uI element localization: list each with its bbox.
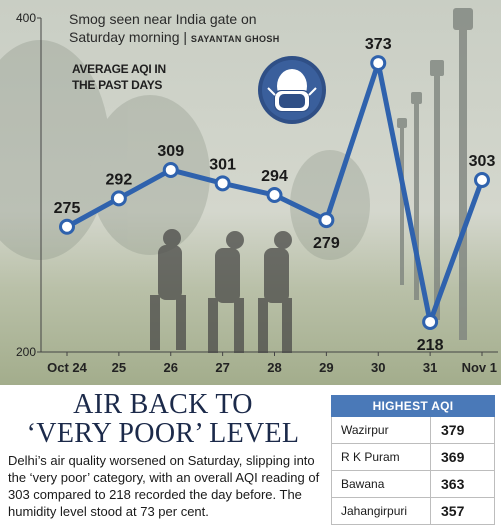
data-point xyxy=(110,190,127,207)
data-label: 309 xyxy=(157,143,184,160)
x-tick-label: Nov 1 xyxy=(462,360,497,375)
table-header: HIGHEST AQI xyxy=(331,395,495,417)
data-label: 303 xyxy=(469,153,496,170)
chart-title-line-2: THE PAST DAYS xyxy=(72,78,163,92)
headline-line-1: AIR BACK TO xyxy=(73,389,253,420)
y-tick-label: 400 xyxy=(16,11,36,25)
station-name: Wazirpur xyxy=(332,417,431,443)
table-row: R K Puram 369 xyxy=(331,444,495,471)
headline-line-2: ‘VERY POOR’ LEVEL xyxy=(26,418,300,449)
data-point xyxy=(370,55,387,72)
lamp-posts xyxy=(397,8,473,340)
data-point xyxy=(266,187,283,204)
data-point xyxy=(422,313,439,330)
x-tick-label: 31 xyxy=(423,360,437,375)
aqi-line-chart: 200 400 Oct 24 25 26 27 28 29 30 31 Nov 1 275 292 3… xyxy=(0,0,501,385)
pedestrians xyxy=(150,229,292,353)
x-tick-label: 30 xyxy=(371,360,385,375)
station-aqi: 357 xyxy=(441,503,465,519)
photo-credit: SAYANTAN GHOSH xyxy=(190,34,280,44)
photo-caption: Smog seen near India gate on Saturday mo… xyxy=(69,10,299,48)
station-aqi: 369 xyxy=(441,449,465,465)
data-label: 218 xyxy=(417,337,444,354)
y-tick-label: 200 xyxy=(16,345,36,359)
highest-aqi-table: HIGHEST AQI Wazirpur 379 R K Puram 369 B… xyxy=(331,395,495,525)
data-label: 294 xyxy=(261,168,288,185)
data-point xyxy=(474,171,490,188)
table-row: Wazirpur 379 xyxy=(331,417,495,444)
x-tick-label: 29 xyxy=(319,360,333,375)
data-point xyxy=(318,212,335,229)
data-label: 373 xyxy=(365,36,392,53)
station-name: R K Puram xyxy=(332,444,431,470)
headline: AIR BACK TO ‘VERY POOR’ LEVEL xyxy=(8,390,318,448)
x-tick-label: 25 xyxy=(112,360,126,375)
data-point xyxy=(59,218,75,235)
x-tick-label: Oct 24 xyxy=(47,360,88,375)
article-body: Delhi’s air quality worsened on Saturday… xyxy=(8,453,320,519)
station-aqi: 363 xyxy=(441,476,465,492)
x-tick-label: 26 xyxy=(164,360,178,375)
data-label: 275 xyxy=(54,200,81,217)
data-point xyxy=(162,161,179,178)
x-tick-label: 27 xyxy=(215,360,229,375)
data-label: 301 xyxy=(209,156,236,173)
data-point xyxy=(214,175,231,192)
photo-caption-text: Smog seen near India gate on Saturday mo… xyxy=(69,11,257,45)
station-name: Jahangirpuri xyxy=(332,498,431,524)
x-tick-label: 28 xyxy=(267,360,281,375)
data-label: 292 xyxy=(106,171,133,188)
station-name: Bawana xyxy=(332,471,431,497)
table-row: Bawana 363 xyxy=(331,471,495,498)
background-trees xyxy=(0,40,370,260)
chart-title: AVERAGE AQI IN THE PAST DAYS xyxy=(72,61,212,93)
face-mask-icon xyxy=(258,56,326,124)
table-row: Jahangirpuri 357 xyxy=(331,498,495,525)
chart-area: 200 400 Oct 24 25 26 27 28 29 30 31 Nov 1 275 292 3… xyxy=(0,0,501,385)
chart-title-line-1: AVERAGE AQI IN xyxy=(72,62,166,76)
station-aqi: 379 xyxy=(441,422,465,438)
data-label: 279 xyxy=(313,235,340,252)
